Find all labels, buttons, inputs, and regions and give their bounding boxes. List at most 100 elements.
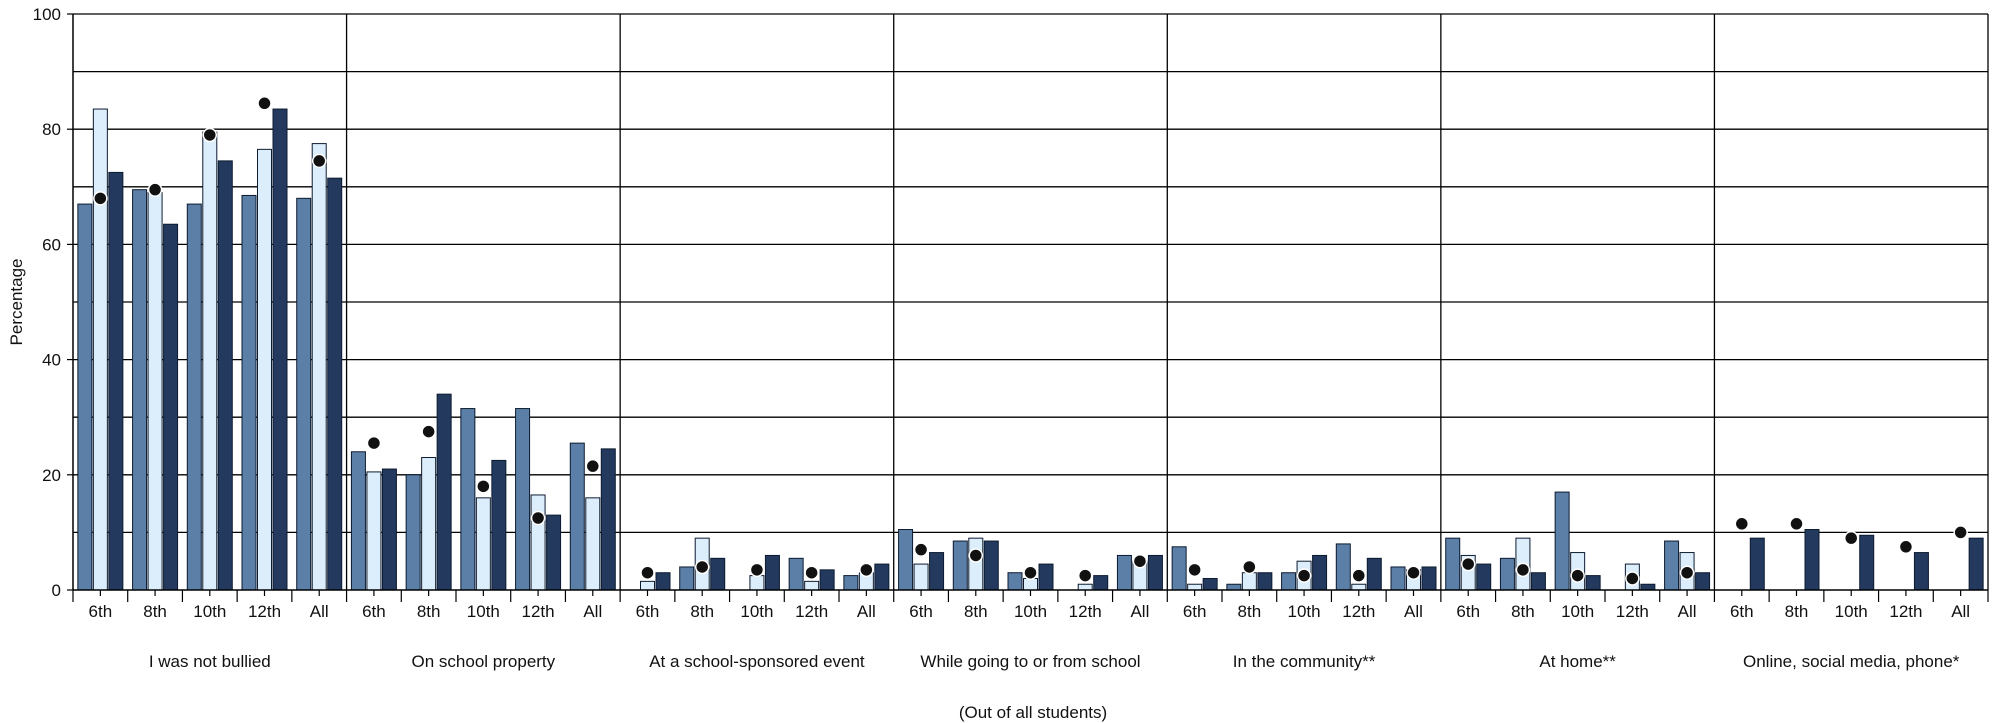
bar-series3 [1804, 529, 1820, 591]
bar-series1 [1007, 572, 1023, 591]
marker-point [93, 191, 108, 206]
bar-series1 [1171, 546, 1187, 591]
marker-point [804, 565, 819, 580]
marker-point [1132, 553, 1148, 569]
x-tick-label: 12th [1069, 602, 1102, 621]
x-tick-label: 10th [193, 602, 226, 621]
marker-point [1679, 565, 1695, 580]
x-tick-label: All [1951, 602, 1970, 621]
marker-point [640, 565, 655, 580]
bar-series2 [202, 131, 218, 591]
x-tick-label: All [310, 602, 329, 621]
axes-layer [67, 13, 1989, 602]
x-tick-label: 6th [362, 602, 386, 621]
y-axis-title: Percentage [7, 259, 26, 346]
bar-series1 [77, 203, 93, 591]
x-tick-label: 8th [1511, 602, 1535, 621]
marker-point [366, 435, 382, 451]
bar-series3 [163, 223, 179, 591]
bar-series3 [819, 569, 835, 591]
marker-point [585, 458, 601, 474]
bar-series3 [874, 563, 890, 591]
marker-point [1953, 525, 1968, 540]
x-tick-label: 12th [1342, 602, 1375, 621]
x-tick-label: 8th [143, 602, 167, 621]
marker-point [1187, 562, 1202, 578]
bar-series1 [1116, 554, 1132, 591]
group-label: I was not bullied [149, 652, 271, 671]
x-tick-label: 6th [1183, 602, 1207, 621]
x-tick-label: 6th [636, 602, 660, 621]
y-tick-label: 60 [42, 235, 61, 254]
x-tick-label: All [857, 602, 876, 621]
bar-series3 [1585, 575, 1601, 591]
bar-series1 [1554, 491, 1570, 591]
bar-series3 [217, 160, 233, 591]
bar-series1 [515, 408, 531, 591]
bar-series2 [1241, 572, 1257, 591]
bar-series1 [1335, 543, 1351, 591]
bar-series1 [679, 566, 695, 591]
x-tick-label: 12th [248, 602, 281, 621]
x-tick-label: 10th [740, 602, 773, 621]
bar-series3 [381, 468, 397, 591]
bar-series1 [241, 194, 257, 591]
marker-point [1296, 568, 1312, 583]
x-tick-label: 6th [1456, 602, 1480, 621]
x-tick-label: 6th [1730, 602, 1754, 621]
group-label: Online, social media, phone* [1743, 652, 1960, 671]
x-tick-label: 8th [1785, 602, 1809, 621]
bar-series2 [92, 108, 108, 591]
bar-series3 [272, 108, 288, 591]
bar-series1 [843, 575, 859, 591]
bar-series3 [491, 459, 507, 591]
group-label: On school property [412, 652, 556, 671]
x-tick-label: All [1130, 602, 1149, 621]
x-tick-label: 12th [522, 602, 555, 621]
marker-point [202, 127, 218, 143]
bar-series3 [1640, 583, 1656, 591]
bar-series2 [749, 575, 765, 591]
bar-series2 [147, 192, 163, 591]
bar-series3 [1038, 563, 1054, 591]
marker-point [1734, 516, 1750, 532]
marker-point [694, 559, 710, 575]
bar-series2 [968, 537, 984, 591]
bar-series1 [898, 529, 914, 591]
x-tick-label: 8th [690, 602, 714, 621]
marker-point [1898, 539, 1914, 555]
bar-series1 [1226, 583, 1242, 591]
x-tick-label: All [1404, 602, 1423, 621]
x-tick-label: 10th [1014, 602, 1047, 621]
marker-point [1351, 568, 1367, 583]
marker-point [1843, 530, 1859, 546]
y-tick-label: 80 [42, 120, 61, 139]
bar-series2 [475, 497, 491, 591]
bar-series1 [132, 189, 148, 591]
bar-series2 [913, 563, 929, 591]
bar-series3 [929, 552, 945, 591]
x-tick-label: 10th [1835, 602, 1868, 621]
group-label: In the community** [1233, 652, 1376, 671]
y-tick-label: 100 [33, 5, 61, 24]
bar-series1 [1390, 566, 1406, 591]
bar-series3 [655, 572, 671, 591]
bar-series3 [764, 554, 780, 591]
bar-series3 [1312, 554, 1328, 591]
x-tick-label: 6th [909, 602, 933, 621]
bar-series2 [257, 148, 272, 591]
grid-layer [73, 13, 1989, 590]
x-tick-label: 10th [467, 602, 500, 621]
marker-point [476, 479, 491, 494]
bar-series3 [1093, 575, 1109, 591]
bar-series2 [1077, 583, 1093, 591]
marker-point [1460, 556, 1476, 572]
bar-series3 [546, 514, 562, 591]
bar-series1 [1664, 540, 1680, 591]
x-tick-label: 8th [417, 602, 441, 621]
bar-series3 [327, 177, 343, 591]
bar-series1 [569, 442, 585, 591]
x-tick-label: 8th [964, 602, 988, 621]
bar-series3 [1913, 552, 1929, 591]
labels-layer: 6th 8th 10th 12th All I was not bullied 6th 8th… [33, 5, 1970, 671]
